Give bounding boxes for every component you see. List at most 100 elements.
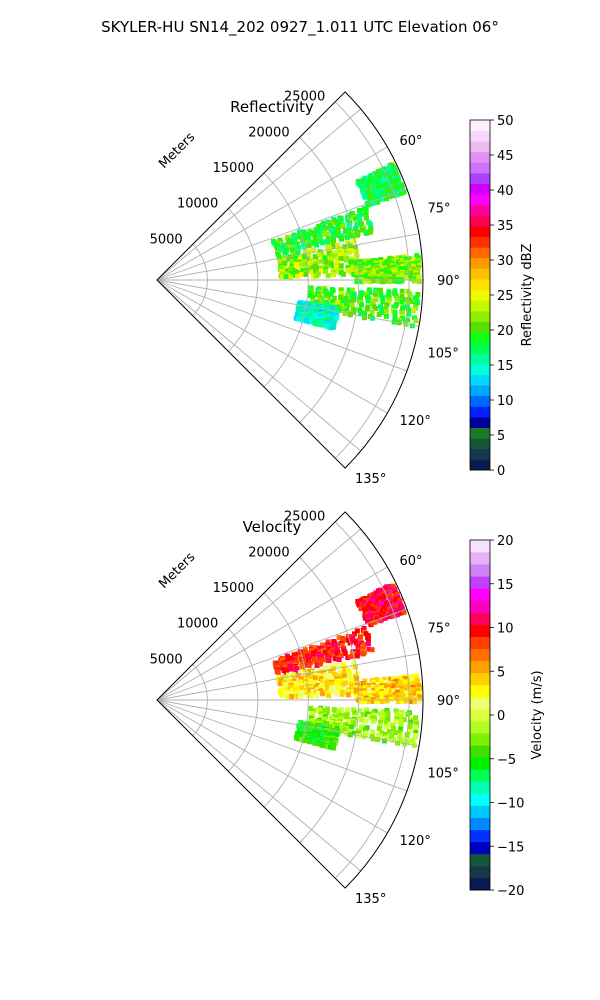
echo-cell [362, 269, 368, 275]
echo-cell [285, 694, 291, 700]
echo-cell [332, 708, 338, 714]
echo-cell [315, 321, 321, 327]
echo-cell [384, 688, 390, 694]
echo-cell [396, 260, 402, 266]
echo-cell [407, 722, 413, 728]
echo-cell [341, 271, 346, 277]
echo-cell [379, 601, 385, 607]
echo-cell [329, 652, 335, 658]
echo-cell [397, 730, 402, 736]
echo-cell [344, 304, 350, 310]
echo-cell [278, 268, 284, 274]
echo-cell [356, 208, 362, 213]
azimuth-gridline [156, 279, 420, 327]
echo-cell [319, 682, 325, 688]
echo-cell [383, 313, 389, 319]
echo-cell [406, 307, 411, 313]
echo-cell [343, 257, 349, 263]
echo-cell [388, 165, 393, 171]
echo-cell [364, 306, 370, 312]
echo-cell [275, 251, 281, 257]
echo-cell [330, 243, 336, 249]
echo-cell [298, 693, 304, 699]
azimuth-gridline [156, 233, 420, 281]
echo-cell [399, 607, 405, 613]
echo-cell [332, 254, 338, 259]
echo-cell [362, 315, 367, 321]
colorbar-segment [470, 684, 490, 698]
echo-cell [336, 710, 342, 715]
echo-cell [383, 683, 389, 689]
echo-cell [392, 278, 398, 284]
echo-cell [398, 726, 404, 732]
echo-cell [416, 279, 422, 285]
echo-cell [360, 651, 366, 657]
azimuth-gridline [156, 146, 388, 281]
echo-cell [318, 289, 324, 295]
echo-cell [390, 722, 396, 728]
echo-cell [380, 171, 386, 177]
echo-cell [296, 724, 302, 730]
range-tick-label: 5000 [150, 652, 183, 667]
echo-cell [338, 256, 344, 261]
echo-cell [408, 299, 414, 304]
echo-cell [336, 269, 342, 275]
echo-layer [272, 583, 423, 751]
echo-cell [387, 279, 393, 284]
echo-cell [345, 637, 351, 643]
echo-cell [395, 740, 401, 746]
echo-cell [399, 738, 405, 744]
echo-cell [288, 690, 294, 696]
echo-cell [310, 298, 316, 304]
echo-cell [295, 273, 300, 279]
echo-cell [289, 694, 295, 700]
echo-cell [379, 685, 385, 691]
echo-cell [371, 687, 377, 693]
echo-cell [378, 719, 383, 725]
echo-cell [331, 745, 336, 751]
echo-cell [319, 322, 325, 328]
echo-cell [389, 589, 395, 595]
echo-cell [276, 255, 282, 261]
echo-cell [406, 674, 412, 680]
echo-cell [359, 725, 364, 731]
echo-cell [318, 268, 324, 274]
echo-cell [350, 635, 355, 641]
panel-title: Reflectivity [230, 98, 314, 116]
echo-cell [363, 699, 369, 705]
echo-cell [395, 188, 401, 194]
echo-cell [345, 718, 351, 724]
echo-cell [346, 222, 352, 228]
range-tick-label: 20000 [248, 545, 289, 560]
echo-cell [338, 295, 344, 301]
echo-cell [391, 725, 396, 731]
echo-cell [322, 255, 328, 261]
sector-outline [156, 91, 424, 469]
echo-cell [318, 688, 324, 694]
echo-cell [399, 310, 405, 316]
echo-cell [322, 665, 328, 671]
colorbar-tick-label: −20 [497, 884, 524, 899]
echo-region [275, 659, 361, 700]
echo-cell [316, 223, 322, 229]
echo-cell [314, 273, 320, 279]
echo-cell [348, 654, 354, 660]
echo-cell [325, 240, 331, 246]
colorbar-segment [470, 247, 490, 259]
echo-cell [353, 226, 359, 231]
echo-cell [295, 270, 301, 276]
echo-cell [277, 261, 283, 266]
echo-cell [362, 278, 368, 284]
colorbar-segment [470, 781, 490, 794]
echo-cell [354, 279, 360, 284]
echo-cell [385, 611, 391, 617]
echo-cell [384, 698, 390, 704]
echo-cell [300, 664, 305, 670]
echo-cell [321, 719, 326, 725]
echo-cell [369, 647, 375, 653]
echo-cell [416, 276, 422, 282]
echo-cell [392, 691, 398, 697]
echo-cell [299, 679, 305, 685]
echo-cell [358, 179, 364, 185]
echo-cell [397, 733, 403, 739]
